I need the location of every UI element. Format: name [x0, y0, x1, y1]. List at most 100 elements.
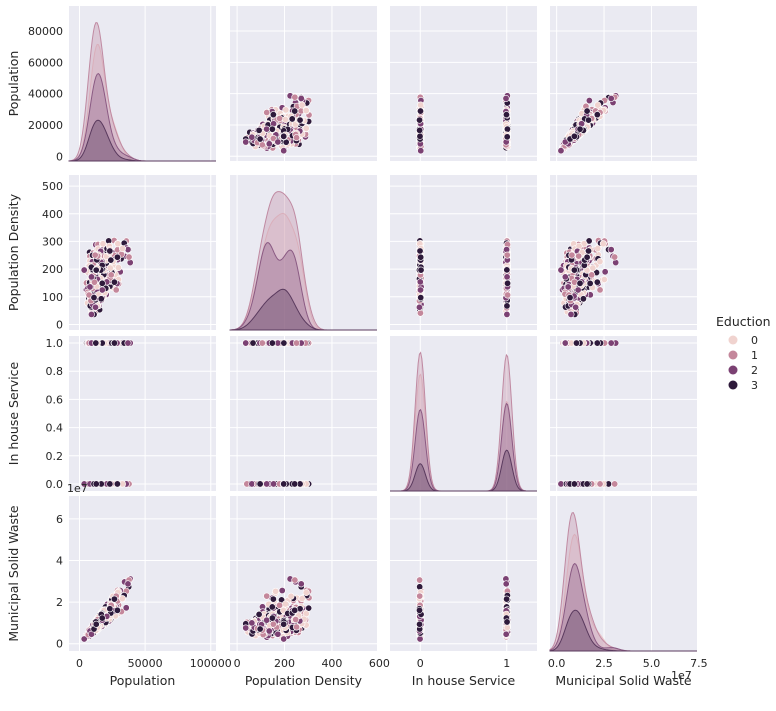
data-point: [93, 481, 99, 487]
data-point: [107, 248, 113, 254]
data-point: [575, 287, 581, 293]
data-point: [303, 125, 309, 131]
data-point: [257, 481, 263, 487]
data-point: [585, 248, 591, 254]
data-point: [418, 267, 424, 273]
data-point: [289, 116, 295, 122]
data-point: [558, 267, 564, 273]
data-point: [418, 148, 424, 154]
data-point: [504, 292, 510, 298]
data-point: [91, 294, 97, 300]
data-point: [99, 280, 105, 286]
data-point: [259, 340, 265, 346]
data-point: [608, 340, 614, 346]
data-point: [503, 111, 509, 117]
data-point: [266, 141, 272, 147]
data-point: [281, 340, 287, 346]
data-point: [572, 304, 578, 310]
data-point: [611, 481, 617, 487]
data-point: [276, 115, 282, 121]
data-point: [115, 264, 121, 270]
data-point: [88, 274, 94, 280]
data-point: [417, 310, 423, 316]
data-point: [611, 254, 617, 260]
data-point: [92, 304, 98, 310]
data-point: [417, 102, 423, 108]
data-point: [416, 304, 422, 310]
data-point: [595, 102, 601, 108]
data-point: [417, 133, 423, 139]
data-point: [504, 267, 510, 273]
panel-1-0: [69, 175, 216, 330]
data-point: [280, 481, 286, 487]
data-point: [590, 265, 596, 271]
data-point: [100, 241, 106, 247]
data-point: [269, 340, 275, 346]
panel-1-1: [230, 175, 377, 330]
data-point: [269, 126, 275, 132]
data-point: [298, 95, 304, 101]
data-point: [584, 108, 590, 114]
panel-2-3: [550, 336, 697, 491]
data-point: [595, 245, 601, 251]
data-point: [418, 294, 424, 300]
data-point: [108, 257, 114, 263]
data-point: [99, 287, 105, 293]
data-point: [569, 252, 575, 258]
data-point: [584, 481, 590, 487]
data-point: [577, 280, 583, 286]
panel-background: [230, 336, 377, 491]
data-point: [98, 296, 104, 302]
data-point: [292, 94, 298, 100]
panel-1-3: [550, 175, 697, 330]
data-point: [418, 254, 424, 260]
data-point: [504, 303, 510, 309]
data-point: [594, 340, 600, 346]
data-point: [597, 258, 603, 264]
data-point: [264, 109, 270, 115]
panel-2-0: [69, 336, 216, 491]
data-point: [93, 267, 99, 273]
data-point: [107, 481, 113, 487]
data-point: [270, 111, 276, 117]
data-point: [275, 139, 281, 145]
data-point: [303, 107, 309, 113]
data-point: [126, 254, 132, 260]
data-point: [119, 245, 125, 251]
data-point: [81, 267, 87, 273]
data-point: [503, 95, 509, 101]
data-point: [280, 133, 286, 139]
data-point: [585, 117, 591, 123]
data-point: [504, 280, 510, 286]
data-point: [504, 134, 510, 140]
data-point: [417, 108, 423, 114]
panel-0-0: [69, 6, 216, 161]
data-point: [504, 252, 510, 258]
data-point: [594, 279, 600, 285]
data-point: [504, 126, 510, 132]
data-point: [111, 279, 117, 285]
data-point: [249, 134, 255, 140]
data-point: [111, 340, 117, 346]
data-point: [562, 274, 568, 280]
data-point: [292, 108, 298, 114]
data-point: [568, 311, 574, 317]
panel-0-3: [550, 6, 697, 161]
data-point: [113, 287, 119, 293]
data-point: [299, 102, 305, 108]
panel-1-2: [390, 175, 537, 330]
data-point: [587, 280, 593, 286]
data-point: [571, 481, 577, 487]
data-point: [87, 284, 93, 290]
data-point: [293, 134, 299, 140]
data-point: [594, 111, 600, 117]
data-point: [92, 252, 98, 258]
data-point: [577, 126, 583, 132]
data-point: [417, 248, 423, 254]
data-point: [571, 267, 577, 273]
data-point: [293, 340, 299, 346]
data-point: [567, 294, 573, 300]
panel-2-1: [230, 336, 377, 491]
data-point: [107, 265, 113, 271]
data-point: [504, 311, 510, 317]
